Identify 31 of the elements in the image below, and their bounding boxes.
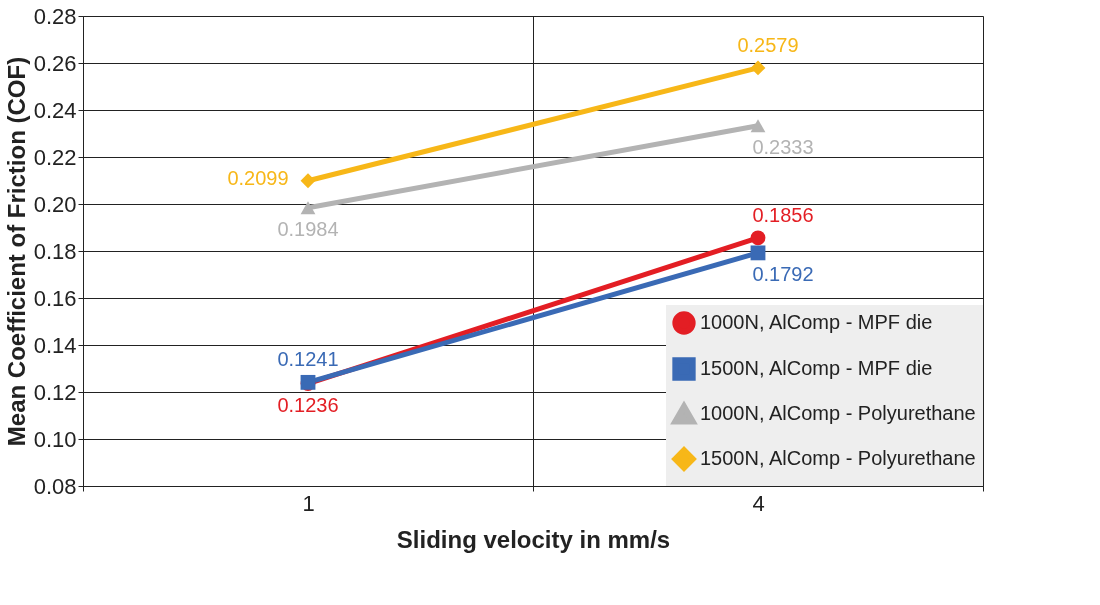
legend-label: 1500N, AlComp - MPF die: [700, 357, 933, 379]
data-label: 0.1856: [752, 203, 814, 226]
y-tick-label: 0.12: [33, 379, 77, 405]
point: [750, 230, 766, 246]
data-label: 0.2333: [752, 135, 814, 158]
legend-label: 1000N, AlComp - Polyurethane: [700, 402, 976, 424]
x-tick-label: 1: [302, 490, 315, 516]
x-axis-title: Sliding velocity in mm/s: [396, 525, 671, 553]
data-label: 0.1236: [277, 393, 339, 416]
y-tick-label: 0.14: [33, 332, 77, 358]
legend-label: 1500N, AlComp - Polyurethane: [700, 447, 976, 469]
y-tick-label: 0.16: [33, 285, 77, 311]
y-tick-label: 0.20: [33, 191, 77, 217]
data-label: 0.2099: [227, 166, 289, 189]
y-tick-label: 0.22: [33, 144, 77, 170]
y-tick-label: 0.18: [33, 238, 77, 264]
data-label: 0.1984: [277, 217, 339, 240]
point: [300, 173, 316, 189]
y-axis-title: Mean Coefficient of Friction (COF): [2, 56, 30, 447]
y-tick-label: 0.10: [33, 426, 77, 452]
legend-label: 1000N, AlComp - MPF die: [700, 311, 933, 333]
data-label: 0.1241: [277, 348, 339, 371]
y-tick-label: 0.24: [33, 97, 77, 123]
data-label: 0.2579: [737, 33, 799, 56]
y-tick-label: 0.08: [33, 473, 77, 499]
y-tick-label: 0.28: [33, 3, 77, 29]
x-tick-label: 4: [752, 490, 765, 516]
point: [750, 60, 766, 76]
data-label: 0.1792: [752, 262, 814, 285]
y-tick-label: 0.26: [33, 50, 77, 76]
point: [750, 245, 766, 261]
